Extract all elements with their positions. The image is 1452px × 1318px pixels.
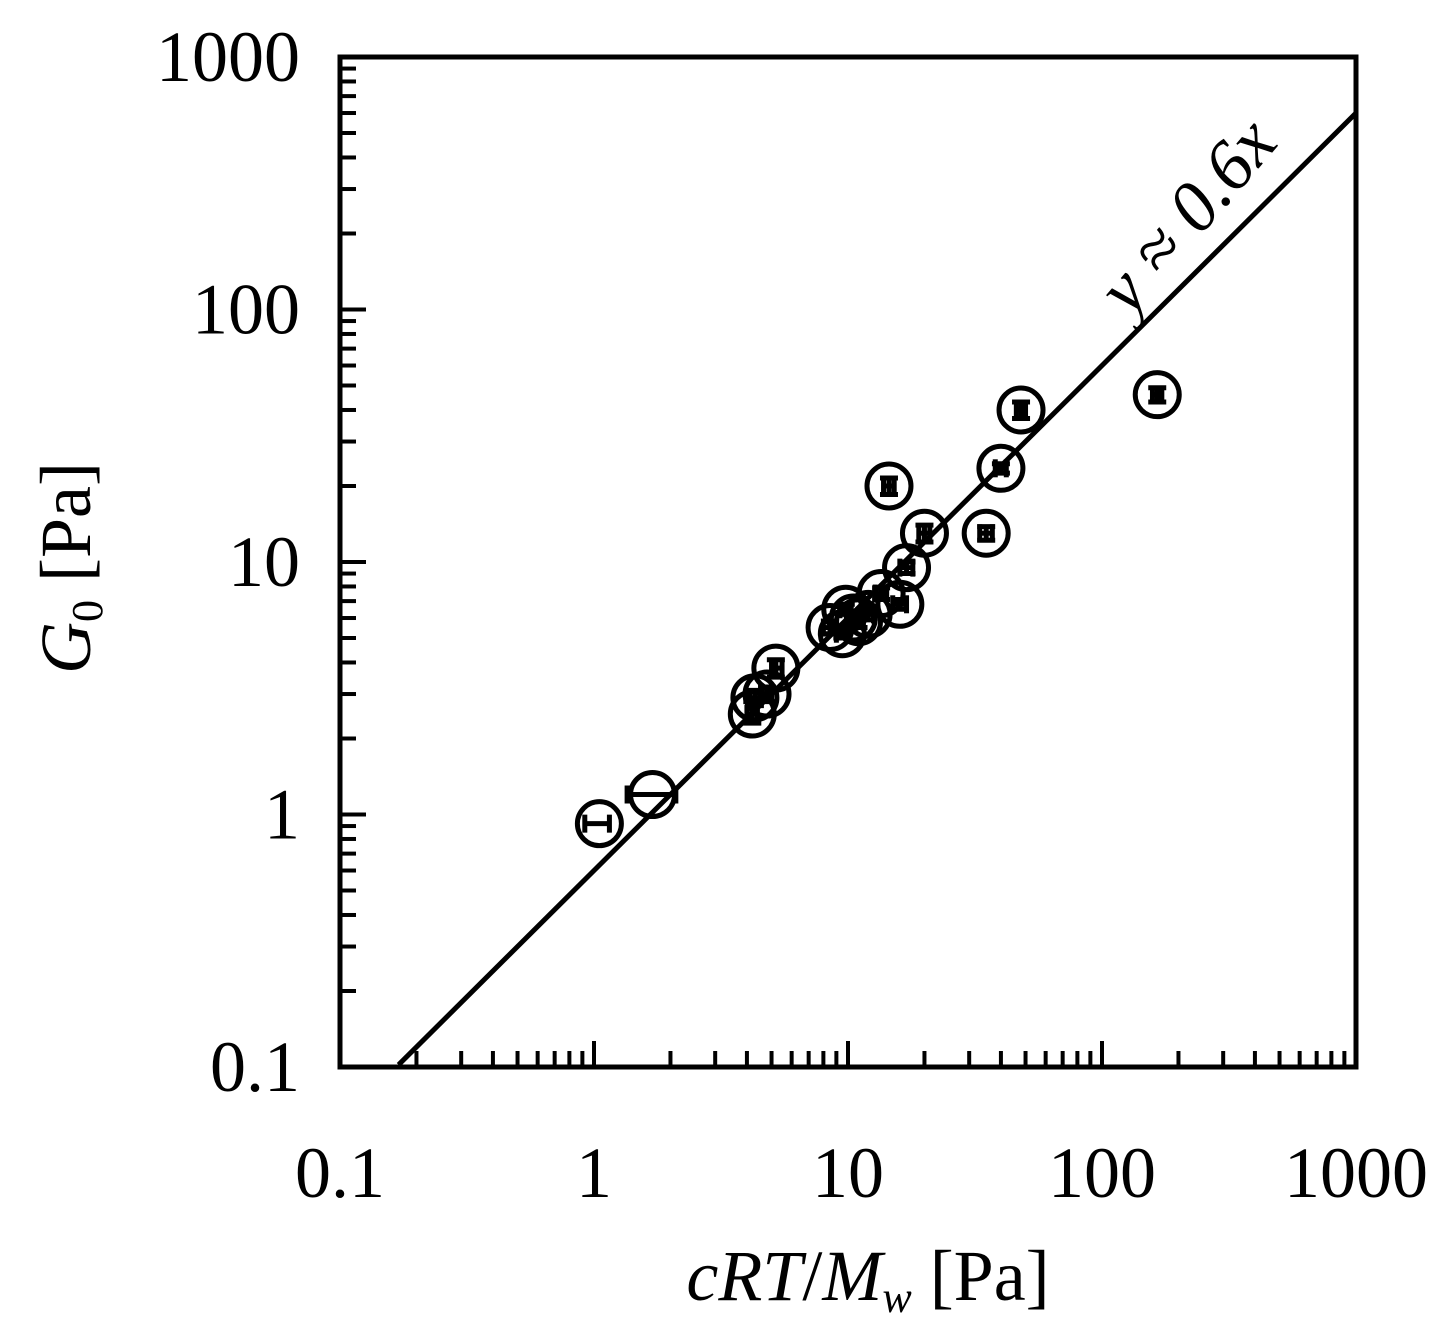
data-point (751, 643, 801, 693)
data-point (624, 770, 679, 820)
x-tick-label: 0.1 (295, 1133, 385, 1213)
point-marker (751, 643, 801, 693)
axis-ticks (338, 66, 1347, 1069)
point-marker (1132, 370, 1182, 420)
x-axis-title: cRT/Mw [Pa] (686, 1236, 1049, 1318)
data-point (996, 385, 1046, 435)
data-point (875, 579, 925, 629)
point-marker (574, 799, 624, 849)
point-marker (628, 770, 678, 820)
point-marker (961, 508, 1011, 558)
data-points (574, 370, 1182, 849)
axis-tick-labels: 0.1 1 10 100 1000 0.1 1 10 100 1000 (156, 17, 1428, 1213)
x-tick-label: 1 (576, 1133, 612, 1213)
point-marker (864, 461, 914, 511)
point-marker (899, 508, 949, 558)
data-point (574, 799, 624, 849)
fit-line-annotation: y ≈ 0.6x (1077, 102, 1292, 333)
point-marker (976, 443, 1026, 493)
data-point (864, 461, 914, 511)
data-point (976, 443, 1026, 493)
data-point (1132, 370, 1182, 420)
point-marker (875, 579, 925, 629)
x-tick-label: 1000 (1284, 1133, 1428, 1213)
point-marker (996, 385, 1046, 435)
y-tick-label: 10 (228, 522, 300, 602)
y-tick-label: 0.1 (210, 1027, 300, 1107)
y-tick-label: 100 (192, 270, 300, 350)
data-point (961, 508, 1011, 558)
y-tick-label: 1 (264, 775, 300, 855)
data-point (899, 508, 949, 558)
y-tick-label: 1000 (156, 17, 300, 97)
x-tick-label: 10 (812, 1133, 884, 1213)
x-tick-label: 100 (1048, 1133, 1156, 1213)
point-marker (742, 669, 792, 719)
y-axis-title: G0 [Pa] (26, 462, 112, 674)
plot-frame (337, 54, 1359, 1070)
